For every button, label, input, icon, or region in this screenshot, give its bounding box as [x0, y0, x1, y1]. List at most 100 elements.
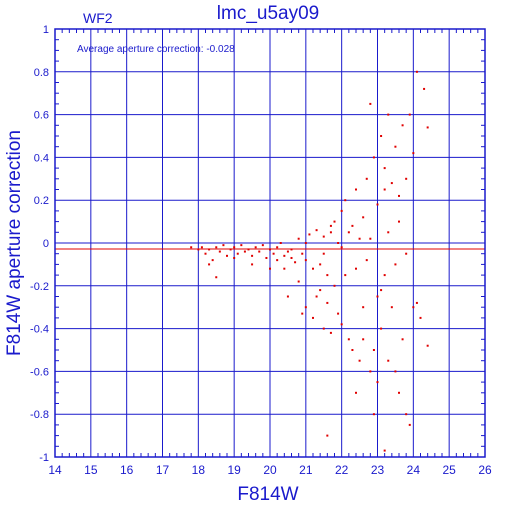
- data-point: [279, 242, 282, 244]
- data-point: [401, 124, 404, 127]
- data-point: [243, 250, 246, 253]
- data-point: [215, 276, 218, 279]
- data-point: [200, 246, 203, 249]
- axis-ticks: 14 15 16 17 18 19 20 21 22 23 24 25 26 -1 -0.8 -0.6 -0.4…: [30, 24, 492, 477]
- y-axis-label: F814W aperture correction: [4, 130, 25, 356]
- data-point: [229, 248, 232, 251]
- data-point: [412, 306, 415, 309]
- data-point: [405, 413, 408, 416]
- data-point: [380, 327, 383, 330]
- x-tick-label: 22: [335, 463, 349, 477]
- data-point: [340, 323, 343, 326]
- data-point: [405, 252, 408, 255]
- data-point: [347, 338, 350, 341]
- data-point: [190, 246, 193, 249]
- data-point: [412, 152, 415, 155]
- data-point: [376, 295, 379, 298]
- data-point: [337, 242, 340, 244]
- data-point: [387, 359, 390, 362]
- data-point: [297, 237, 300, 240]
- data-point: [355, 188, 357, 191]
- data-point: [423, 87, 426, 90]
- x-tick-label: 14: [48, 463, 62, 477]
- y-tick-label: -0.2: [30, 281, 49, 293]
- data-point: [358, 359, 361, 362]
- data-point: [261, 244, 264, 247]
- data-point: [276, 259, 279, 262]
- data-point: [286, 250, 289, 253]
- data-point: [372, 156, 375, 159]
- data-point: [362, 338, 365, 341]
- x-tick-label: 21: [299, 463, 313, 477]
- data-point: [333, 220, 336, 223]
- data-point: [286, 295, 289, 298]
- plot-frame: [54, 28, 486, 458]
- data-point: [319, 289, 322, 292]
- data-point: [383, 274, 386, 277]
- data-point: [365, 259, 368, 262]
- data-point: [405, 177, 408, 180]
- data-point: [355, 267, 357, 270]
- data-point: [301, 252, 304, 255]
- x-axis-label: F814W: [237, 484, 298, 505]
- data-point: [208, 263, 211, 266]
- data-point: [290, 248, 293, 251]
- x-tick-label: 25: [442, 463, 456, 477]
- data-point: [347, 231, 350, 234]
- data-point: [415, 301, 418, 304]
- y-tick-label: 0: [43, 238, 49, 250]
- data-point: [394, 263, 397, 266]
- data-point: [329, 231, 332, 234]
- data-point: [387, 231, 390, 234]
- data-point: [401, 338, 404, 341]
- grid-lines: [55, 29, 485, 457]
- data-point: [290, 256, 293, 259]
- data-point: [215, 246, 218, 249]
- data-point: [240, 244, 243, 247]
- data-point: [383, 449, 386, 452]
- data-point: [218, 250, 221, 253]
- y-tick-label: 0.8: [34, 67, 49, 79]
- data-point: [312, 316, 314, 319]
- data-point: [326, 301, 329, 304]
- data-point: [362, 306, 365, 309]
- data-point: [269, 248, 271, 251]
- x-tick-label: 17: [156, 463, 170, 477]
- data-point: [419, 316, 422, 319]
- data-point: [304, 306, 307, 309]
- data-point: [376, 203, 379, 206]
- data-point: [415, 70, 418, 73]
- data-point: [208, 248, 211, 251]
- data-point: [301, 312, 304, 315]
- x-tick-label: 15: [84, 463, 98, 477]
- data-point: [394, 370, 397, 373]
- data-point: [247, 248, 250, 251]
- data-point: [369, 370, 372, 373]
- data-point: [322, 252, 325, 255]
- x-tick-label: 23: [371, 463, 385, 477]
- data-point: [376, 381, 379, 384]
- data-point: [340, 209, 343, 212]
- data-point: [362, 216, 365, 219]
- data-point: [226, 254, 228, 257]
- data-points: [190, 70, 429, 452]
- data-point: [383, 188, 386, 191]
- data-point: [251, 254, 254, 257]
- chart-title: lmc_u5ay09: [217, 3, 319, 24]
- data-point: [233, 256, 236, 259]
- data-point: [408, 113, 411, 116]
- data-point: [369, 237, 372, 240]
- data-point: [204, 252, 207, 255]
- data-point: [398, 391, 400, 394]
- y-tick-label: -1: [39, 452, 49, 464]
- x-tick-label: 18: [192, 463, 206, 477]
- y-tick-label: 0.2: [34, 195, 49, 207]
- data-point: [319, 263, 322, 266]
- data-point: [426, 344, 429, 347]
- data-point: [372, 349, 375, 351]
- data-point: [308, 233, 311, 236]
- data-point: [398, 194, 400, 197]
- data-point: [394, 145, 397, 148]
- data-point: [211, 259, 214, 262]
